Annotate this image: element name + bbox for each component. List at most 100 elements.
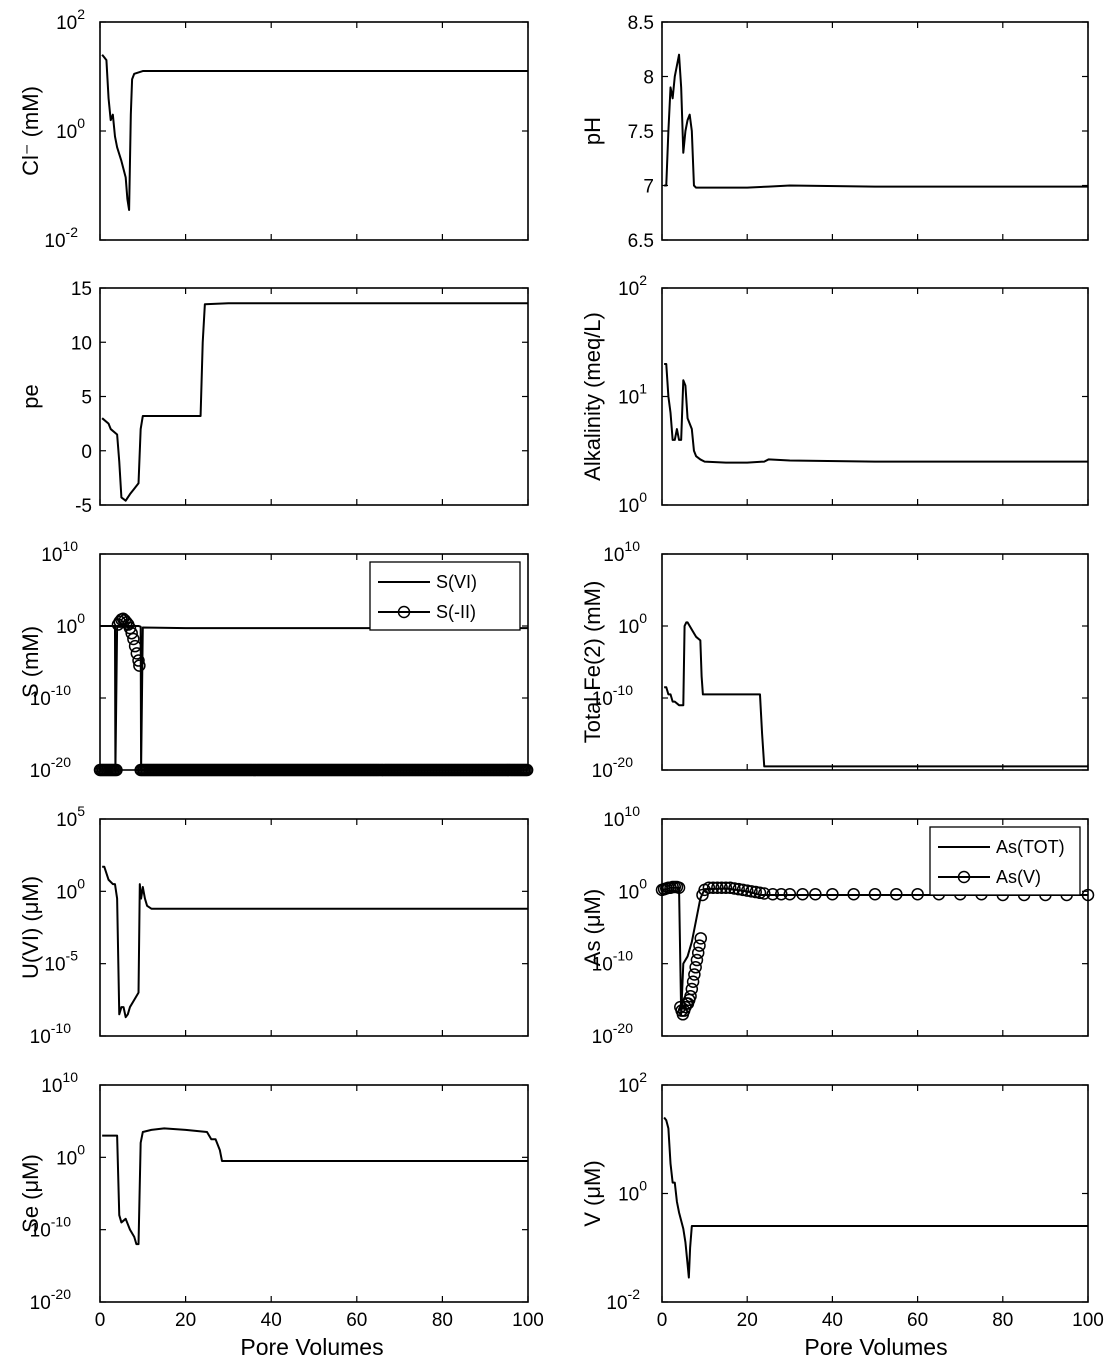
data-marker (128, 639, 142, 653)
y-tick-label: 105 (56, 803, 85, 831)
data-marker (911, 887, 924, 901)
data-marker (130, 647, 144, 660)
y-tick-label: 8.5 (628, 13, 654, 34)
y-tick-label: 7 (643, 177, 654, 198)
y-tick-label: 10-20 (592, 1020, 634, 1048)
y-axis-label: S (mM) (18, 626, 43, 698)
x-tick-label: 0 (95, 1310, 106, 1331)
data-marker (775, 887, 788, 901)
data-marker (123, 621, 137, 635)
data-marker (691, 946, 705, 960)
y-axis-label: Cl⁻ (mM) (18, 86, 43, 176)
y-tick-label: 100 (56, 875, 85, 903)
y-tick-label: 1010 (41, 538, 78, 566)
x-tick-label: 80 (432, 1310, 453, 1331)
y-tick-label: 100 (618, 610, 647, 638)
data-marker (125, 626, 138, 640)
data-marker (796, 887, 809, 901)
legend-label-s-vi: S(VI) (436, 572, 477, 592)
data-marker (706, 881, 720, 894)
x-tick-label: 40 (261, 1310, 282, 1331)
series-line (102, 865, 528, 1019)
y-tick-label: 6.5 (628, 231, 654, 252)
chart-panel-7: 105 100 10-5 10-10 U(VI) (μM) (18, 803, 529, 1048)
data-marker (110, 763, 123, 777)
data-marker (1081, 888, 1095, 902)
y-tick-label: 10-10 (30, 1214, 72, 1242)
y-tick-label: 100 (618, 1178, 647, 1206)
y-tick-label: 1010 (41, 1069, 78, 1097)
series-s-ii (93, 612, 534, 777)
data-marker (684, 989, 697, 1003)
y-tick-label: 10-2 (606, 1286, 640, 1314)
y-axis-label: Alkalinity (meq/L) (580, 312, 605, 481)
data-marker (702, 881, 716, 894)
chart-panel-10: 102 100 10-2 0 20 40 60 80 100 V (μM) (580, 1069, 1104, 1331)
y-tick-label: 102 (618, 272, 647, 300)
chart-panel-9: 1010 100 10-10 10-20 0 20 40 60 80 100 Se (μM) (18, 1069, 544, 1331)
y-tick-label: 100 (618, 875, 647, 903)
y-tick-label: 5 (81, 388, 92, 409)
y-tick-label: 7.5 (628, 122, 654, 143)
plot-frame (661, 287, 1089, 506)
y-tick-label: 10-2 (44, 224, 78, 252)
y-tick-label: 10-10 (592, 948, 634, 976)
data-marker (783, 887, 797, 901)
x-tick-label: 20 (175, 1310, 196, 1331)
plot-frame (661, 818, 1089, 1037)
x-axis-label-right: Pore Volumes (804, 1334, 947, 1360)
plot-frame (661, 1084, 1089, 1303)
x-tick-label: 40 (822, 1310, 843, 1331)
data-marker (723, 881, 737, 894)
y-tick-label: 10-10 (30, 682, 72, 710)
data-marker (728, 882, 741, 895)
y-axis-label: As (μM) (580, 889, 605, 966)
data-marker (745, 885, 758, 898)
data-marker (766, 887, 780, 901)
series-as-tot (661, 886, 1088, 1016)
data-marker (736, 883, 750, 897)
series-line (102, 1127, 528, 1246)
y-tick-label: 10-20 (30, 1286, 72, 1314)
chart-panel-4: 102 101 100 Alkalinity (meq/L) (580, 272, 1089, 517)
y-tick-label: 0 (81, 442, 92, 463)
y-tick-label: 102 (618, 1069, 647, 1097)
plot-frame (661, 553, 1089, 771)
data-marker (749, 885, 762, 899)
y-tick-label: 8 (643, 68, 654, 89)
data-marker (753, 886, 767, 900)
series-line (663, 1116, 1088, 1279)
y-tick-label: -5 (75, 496, 92, 517)
data-marker (127, 632, 140, 646)
data-marker (809, 887, 822, 901)
y-axis-label: V (μM) (580, 1160, 605, 1226)
series-line (664, 621, 1088, 768)
y-tick-label: 1010 (603, 538, 640, 566)
series-line (101, 54, 528, 212)
chart-panel-3: 15 10 5 0 -5 pe (18, 279, 529, 517)
data-marker (686, 975, 700, 988)
data-marker (694, 932, 708, 945)
legend-label-as-tot: As(TOT) (996, 837, 1065, 857)
series-s-vi (100, 625, 528, 771)
y-axis-label: pe (18, 384, 43, 408)
y-tick-label: 10-10 (30, 1020, 72, 1048)
legend: S(VI) S(-II) (369, 561, 521, 631)
y-tick-label: 100 (56, 610, 85, 638)
legend-box (929, 826, 1081, 896)
plot-frame (99, 1084, 529, 1303)
data-marker (890, 887, 903, 901)
legend: As(TOT) As(V) (929, 826, 1081, 896)
y-tick-label: 100 (56, 1141, 85, 1169)
data-marker (757, 887, 771, 900)
y-axis-label: Se (μM) (18, 1154, 43, 1233)
series-line (101, 302, 528, 502)
data-marker (732, 882, 745, 896)
data-marker (685, 982, 699, 996)
chart-panel-6: 1010 100 10-10 10-20 Total Fe(2) (mM) (580, 538, 1089, 782)
chart-panel-2: 8.5 8 7.5 7 6.5 pH (580, 13, 1089, 252)
chart-panel-8: 1010 100 10-10 10-20 As (μM) As(TOT) As(V) (580, 803, 1095, 1048)
data-marker (520, 763, 534, 777)
data-marker (693, 939, 706, 952)
